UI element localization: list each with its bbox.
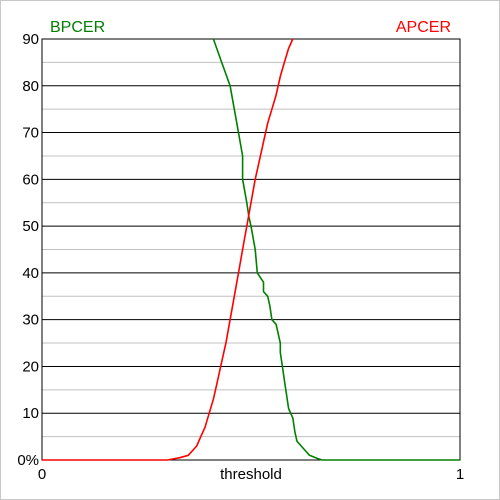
y-tick-label: 10	[22, 405, 39, 422]
x-tick-label: 1	[456, 466, 464, 483]
y-tick-label: 0%	[17, 452, 39, 469]
plot-area-border	[41, 38, 461, 461]
y-tick-label: 40	[22, 265, 39, 282]
y-tick-label: 90	[22, 31, 39, 48]
x-axis-label: threshold	[220, 466, 282, 483]
major-gridlines	[42, 85, 460, 414]
y-tick-label: 20	[22, 358, 39, 375]
y-tick-label: 60	[22, 171, 39, 188]
x-tick-label: 0	[38, 466, 46, 483]
series-line-bpcer	[212, 38, 460, 461]
y-tick-label: 50	[22, 218, 39, 235]
series-line-apcer	[42, 38, 294, 461]
y-tick-label: 70	[22, 125, 39, 142]
y-axis-tick-labels: 0% 10 20 30 40 50 60 70 80 90	[17, 31, 39, 469]
minor-gridlines	[42, 61, 460, 438]
legend-bpcer: BPCER	[50, 19, 105, 36]
y-tick-label: 30	[22, 312, 39, 329]
y-tick-label: 80	[22, 78, 39, 95]
series-lines	[42, 38, 460, 461]
legend-apcer: APCER	[396, 19, 451, 36]
